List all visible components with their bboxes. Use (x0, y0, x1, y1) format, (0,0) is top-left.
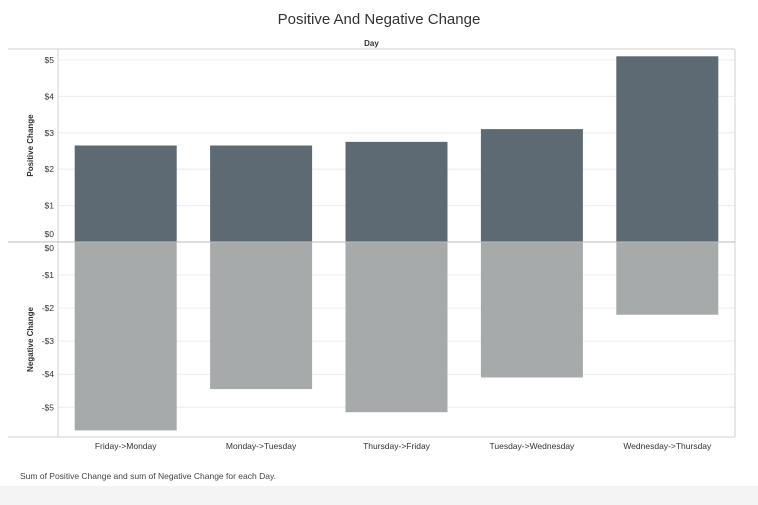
y-tick-label: -$1 (42, 270, 55, 280)
column-header: Day (364, 39, 379, 48)
bar-chart: Friday->Monday Monday->Tuesday Thursday->F… (8, 48, 736, 451)
bar-negative (480, 242, 583, 378)
chart-title: Positive And Negative Change (277, 11, 481, 28)
x-tick-label: Thursday->Friday (363, 441, 431, 451)
y-tick-label: $2 (45, 164, 55, 174)
bar-positive (345, 141, 448, 242)
y-tick-label: $4 (45, 91, 55, 101)
y-axis-title-positive: Positive Change (26, 114, 35, 177)
bar-negative (74, 242, 177, 431)
x-tick-label: Monday->Tuesday (226, 441, 297, 451)
bar-positive (480, 129, 583, 242)
bar-positive (210, 145, 313, 242)
chart-caption: Sum of Positive Change and sum of Negati… (20, 471, 276, 481)
y-axis-title-negative: Negative Change (26, 306, 35, 371)
bar-positive (616, 56, 719, 242)
y-tick-label: -$4 (42, 369, 55, 379)
bar-negative (210, 242, 313, 390)
y-tick-label: -$5 (42, 402, 55, 412)
footer-bar (0, 486, 758, 505)
y-tick-label: $3 (45, 128, 55, 138)
y-tick-label: $1 (45, 201, 55, 211)
y-tick-label: -$2 (42, 303, 55, 313)
x-tick-label: Tuesday->Wednesday (489, 441, 575, 451)
y-tick-label: -$3 (42, 336, 55, 346)
bar-positive (74, 145, 177, 242)
y-tick-label: $5 (45, 55, 55, 65)
bar-negative (616, 242, 719, 315)
x-tick-label: Wednesday->Thursday (623, 441, 712, 451)
y-tick-label: $0 (45, 229, 55, 239)
y-tick-label: $0 (45, 243, 55, 253)
bar-negative (345, 242, 448, 413)
x-tick-label: Friday->Monday (95, 441, 157, 451)
